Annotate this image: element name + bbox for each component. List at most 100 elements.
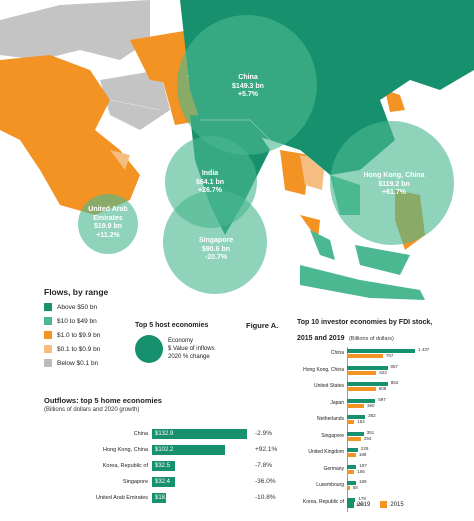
bubble-uae[interactable] [78,194,138,254]
bubble-value: $119.2 bn [378,180,410,188]
bubble-change: +11.2% [96,231,120,239]
outflow-label: Singapore [122,479,148,485]
figure-a-label: Figure A. [246,321,279,330]
figure-a-category: Singapore [321,432,344,439]
value-label-2019: 862 [390,380,399,385]
figure-a-units: (Billions of dollars) [348,336,394,342]
legend-label: Below $0.1 bn [57,359,99,367]
outflow-label: Korea, Republic of [102,463,148,469]
bubble-label-china: China $149.3 bn +5.7% [222,74,274,100]
swatch-10-49 [44,317,52,325]
swatch-above-50 [44,303,52,311]
bubble-value: $19.9 bn [93,223,122,230]
figure-a-category: United Kingdom [308,449,344,455]
swatch-below-01 [44,359,52,367]
value-label-2019: 197 [359,462,367,468]
figure-a-title-2-row: 2015 and 2019 (Billions of dollars) [297,327,394,345]
flows-legend-title: Flows, by range [44,287,109,297]
outflow-change: +92.1% [255,446,278,453]
value-label-2019: 382 [368,413,376,418]
figure-a-title-1: Top 10 investor economies by FDI stock, [297,319,433,326]
legend-item-above-50: Above $50 bn [44,303,97,311]
bar-2015 [347,420,355,424]
legend-label: $10 to $49 bn [57,317,97,325]
value-label-2019: 597 [378,396,386,402]
outflow-bar: $102.2 [152,445,226,455]
bar-2019 [347,415,366,419]
bubble-label-india: India $64.1 bn +26.7% [186,170,234,196]
host-legend-line: Economy [168,338,194,344]
outflow-change: -10.8% [255,494,276,501]
value-label-2015: 608 [378,386,387,391]
outflow-bar: $32.4 [152,477,176,487]
legend-label-2019: 2019 [357,501,371,508]
bubble-singapore[interactable] [163,190,267,294]
figure-a-axis [347,347,348,512]
bubble-hong-kong[interactable] [330,121,454,245]
bar-2015 [347,436,361,441]
figure-a-category: Luxembourg [316,482,344,488]
bar-2019 [347,349,415,353]
legend-label: Above $50 bn [57,303,98,311]
value-label-2015: 757 [385,353,394,358]
figure-a-legend: 2019 2015 [347,501,404,508]
bar-2019 [347,464,357,469]
outflow-change: -2.9% [255,430,272,437]
legend-item-below-01: Below $0.1 bn [44,359,98,367]
bar-2015 [347,370,377,375]
legend-item-1-9: $1.0 to $9.9 bn [44,331,100,339]
value-label-2015: 294 [363,435,372,441]
bubble-change: +26.7% [198,187,222,194]
bubble-value: $149.3 bn [232,82,264,90]
figure-a-category: Hong Kong, China [303,366,344,373]
bar-2019 [347,365,388,370]
bubble-label-singapore: Singapore $90.6 bn -20.7% [190,237,242,263]
legend-label-2015: 2015 [390,501,404,508]
bubble-name: India [201,170,219,177]
legend-swatch-2015 [380,501,388,508]
bubble-change: +61.7% [382,189,406,196]
bar-2015 [347,387,376,391]
value-label-2015: 128 [356,501,364,507]
bubble-name: United Arab Emirates [88,206,128,222]
bubble-label-uae: United Arab Emirates $19.9 bn +11.2% [80,206,136,240]
value-label-2015: 58 [352,485,358,490]
figure-a-category: China [330,350,344,356]
outflow-bar: $32.5 [152,461,176,471]
bar-2015 [347,469,355,474]
outflow-bar: $18.9 [152,493,170,503]
value-label-2019: 351 [366,429,375,435]
outflow-bar: $132.9 [152,429,247,439]
bubble-name: China [238,74,258,81]
bar-2015 [347,403,365,408]
bubble-change: +5.7% [237,91,259,98]
figure-a-category: Korea, Republic of [302,498,344,505]
bar-2019 [347,481,356,485]
bar-2019 [347,497,356,502]
bubble-name: Singapore [198,237,234,244]
borders [109,99,331,176]
value-label-2019: 189 [358,479,367,484]
bar-2019 [347,398,376,403]
outflow-change: -7.8% [255,462,272,469]
outflow-change: -36.0% [255,478,276,485]
value-label-2019: 229 [360,446,369,451]
legend-label: $1.0 to $9.9 bn [57,331,101,339]
value-label-2015: 622 [379,369,387,375]
figure-a-category: Netherlands [317,416,344,422]
value-label-2015: 156 [357,468,365,474]
swatch-1-9 [44,331,52,339]
value-label-2015: 154 [357,419,365,424]
asia-fdi-map [0,0,474,300]
host-legend-line: $ Value of inflows [168,346,215,352]
bar-2019 [347,431,364,436]
figure-a-category: Germany [323,465,344,472]
bar-2015 [347,453,356,457]
outflow-label: United Arab Emirates [96,495,148,501]
value-label-2019: 178 [358,495,366,501]
bubble-value: $64.1 bn [195,178,224,186]
outflows-subtitle: (Billions of dollars and 2020 growth) [44,407,140,413]
host-legend-title: Top 5 host economies [135,322,209,329]
value-label-2019: 1 437 [418,347,430,352]
bar-2019 [347,382,388,386]
